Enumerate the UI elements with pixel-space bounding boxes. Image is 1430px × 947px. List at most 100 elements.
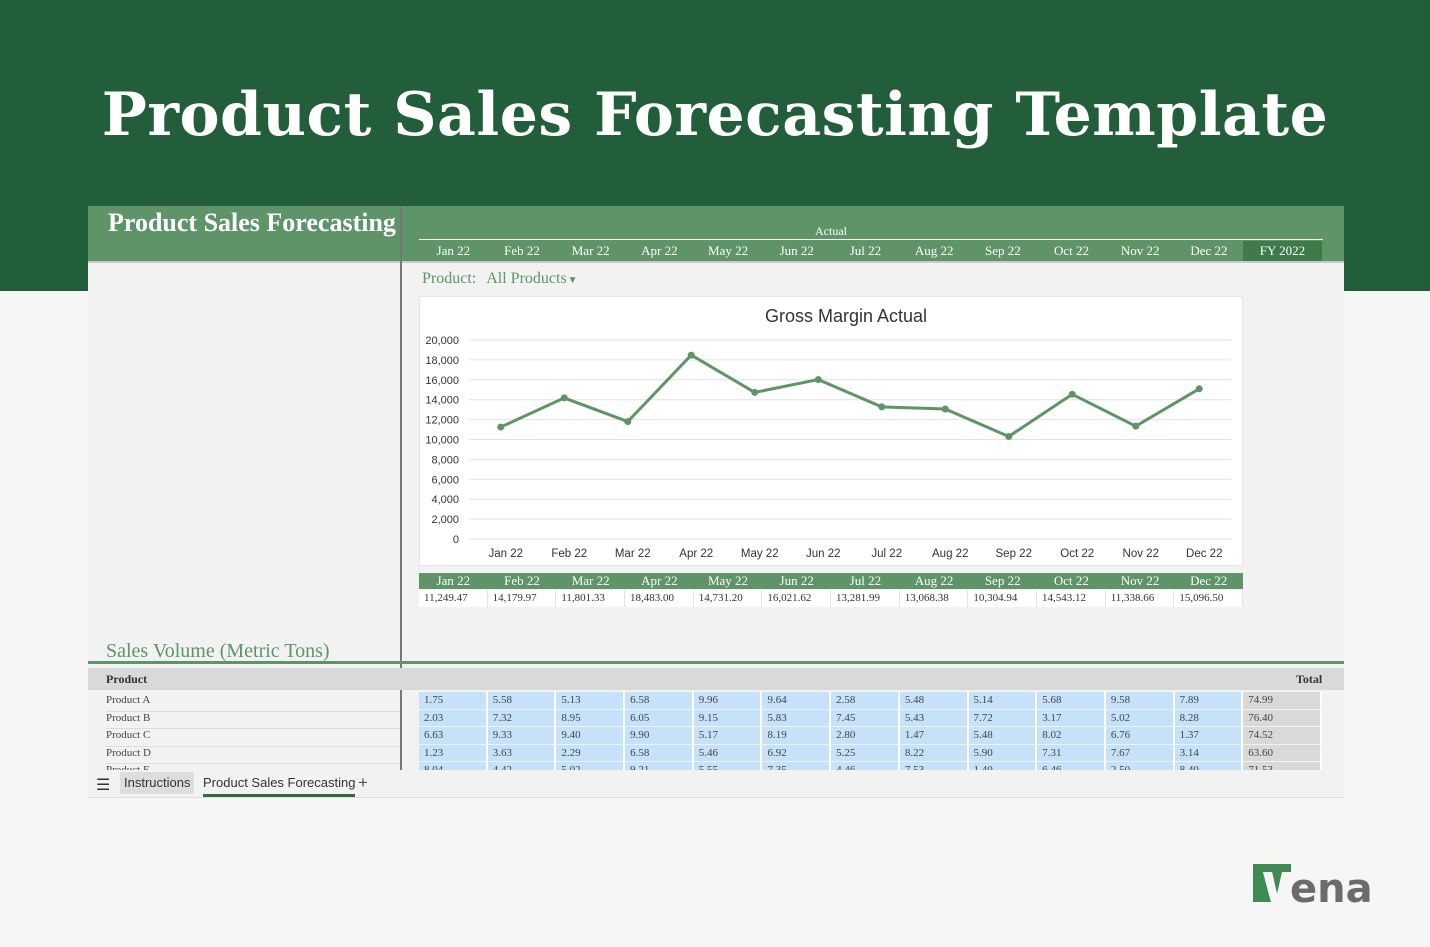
volume-cell[interactable]: 9.96	[693, 692, 763, 709]
x-tick-label: Dec 22	[1186, 548, 1222, 560]
hamburger-icon[interactable]: ☰	[96, 777, 111, 794]
sheet-title: Product Sales Forecasting	[108, 208, 396, 237]
gross-margin-value: 16,021.62	[762, 590, 832, 607]
month-header: Jun 22	[779, 243, 814, 258]
tab-product-sales-forecasting[interactable]: Product Sales Forecasting	[203, 775, 356, 797]
x-tick-label: Oct 22	[1060, 548, 1094, 560]
volume-cell[interactable]: 5.68	[1037, 692, 1106, 709]
volume-cell[interactable]: 6.63	[419, 727, 488, 744]
y-tick-label: 18,000	[425, 355, 459, 367]
gross-margin-value: 11,338.66	[1105, 590, 1175, 607]
volume-cell[interactable]: 3.14	[1174, 744, 1244, 761]
table-header: Product Total	[88, 668, 1344, 690]
chart-month-cell: Oct 22	[1053, 573, 1089, 588]
volume-cell[interactable]: 8.28	[1174, 709, 1244, 726]
chart-month-row: Jan 22 Feb 22 Mar 22 Apr 22 May 22 Jun 22 Jul …	[419, 573, 1243, 589]
y-tick-label: 14,000	[425, 395, 459, 407]
product-name: Product C	[106, 729, 400, 747]
volume-cell[interactable]: 5.46	[693, 744, 763, 761]
volume-cell[interactable]: 5.83	[762, 709, 832, 726]
chart-month-cell: Apr 22	[641, 573, 678, 588]
chart-month-cell: Mar 22	[571, 573, 610, 588]
volume-cell[interactable]: 6.76	[1105, 727, 1175, 744]
gross-margin-value: 13,281.99	[831, 590, 900, 607]
product-filter-dropdown[interactable]: All Products	[486, 270, 567, 287]
volume-cell[interactable]: 7.45	[831, 709, 900, 726]
volume-cell[interactable]: 6.58	[625, 692, 694, 709]
data-point	[814, 376, 822, 384]
volume-cell[interactable]: 7.89	[1174, 692, 1244, 709]
data-point	[687, 351, 695, 359]
row-cells: 6.63 9.33 9.40 9.90 5.17 8.19 2.80 1.47 5.48 8.02…	[419, 727, 1323, 744]
volume-cell[interactable]: 8.22	[899, 744, 969, 761]
volume-cell[interactable]: 6.05	[625, 709, 694, 726]
volume-cell[interactable]: 9.33	[487, 727, 557, 744]
volume-cell[interactable]: 1.47	[899, 727, 969, 744]
data-point	[1132, 422, 1140, 430]
series-line	[500, 353, 1201, 438]
gross-margin-value: 13,068.38	[899, 590, 969, 607]
volume-cell[interactable]: 5.43	[899, 709, 969, 726]
x-tick-label: Jan 22	[488, 548, 523, 560]
volume-cell[interactable]: 6.58	[625, 744, 694, 761]
volume-cell[interactable]: 5.02	[1105, 709, 1175, 726]
volume-cell[interactable]: 1.75	[419, 692, 488, 709]
volume-cell[interactable]: 2.03	[419, 709, 488, 726]
volume-cell[interactable]: 7.32	[487, 709, 557, 726]
volume-cell[interactable]: 1.23	[419, 744, 488, 761]
tab-instructions[interactable]: Instructions	[120, 772, 195, 794]
gross-margin-chart: Gross Margin Actual 0 2,000 4,000 6,000 8,000…	[419, 296, 1243, 566]
volume-cell[interactable]: 2.58	[831, 692, 900, 709]
volume-cell[interactable]: 7.72	[968, 709, 1038, 726]
volume-cell[interactable]: 8.95	[556, 709, 626, 726]
chart-month-cell: Feb 22	[504, 573, 540, 588]
volume-cell[interactable]: 3.63	[487, 744, 557, 761]
caret-down-icon[interactable]: ▼	[567, 275, 578, 286]
table-row: Product D 1.23 3.63 2.29 6.58 5.46 6.92 5.25 8.2…	[88, 744, 1344, 764]
volume-cell[interactable]: 9.90	[625, 727, 694, 744]
volume-cell[interactable]: 5.48	[899, 692, 969, 709]
data-point	[751, 388, 759, 396]
chart-month-cell: Jun 22	[779, 573, 814, 588]
volume-cell[interactable]: 2.29	[556, 744, 626, 761]
volume-cell[interactable]: 8.02	[1037, 727, 1106, 744]
volume-cell[interactable]: 7.67	[1105, 744, 1175, 761]
volume-cell[interactable]: 9.40	[556, 727, 626, 744]
gross-margin-value: 14,179.97	[487, 590, 557, 607]
x-tick-label: Jun 22	[806, 548, 841, 560]
volume-cell[interactable]: 1.37	[1174, 727, 1244, 744]
volume-cell[interactable]: 5.13	[556, 692, 626, 709]
col-total: Total	[1296, 672, 1323, 686]
data-point	[941, 405, 949, 413]
plus-icon[interactable]: +	[358, 773, 368, 792]
volume-cell[interactable]: 3.17	[1037, 709, 1106, 726]
volume-cell[interactable]: 8.19	[762, 727, 832, 744]
x-tick-label: Jul 22	[871, 548, 902, 560]
month-header: Oct 22	[1054, 243, 1090, 258]
month-header: Sep 22	[984, 243, 1021, 258]
page-title: Product Sales Forecasting Template	[101, 80, 1329, 150]
volume-cell[interactable]: 5.58	[487, 692, 557, 709]
volume-cell[interactable]: 2.80	[831, 727, 900, 744]
month-header: Apr 22	[641, 243, 678, 258]
volume-cell[interactable]: 5.17	[693, 727, 763, 744]
volume-cell[interactable]: 9.64	[762, 692, 832, 709]
data-point	[497, 423, 505, 431]
svg-text:ena: ena	[1290, 866, 1373, 906]
volume-cell[interactable]: 7.31	[1037, 744, 1106, 761]
volume-cell[interactable]: 5.48	[968, 727, 1038, 744]
volume-cell[interactable]: 5.25	[831, 744, 900, 761]
x-tick-label: Aug 22	[932, 548, 968, 560]
total-cell: 63.60	[1243, 744, 1323, 761]
volume-cell[interactable]: 5.90	[968, 744, 1038, 761]
volume-cell[interactable]: 9.15	[693, 709, 763, 726]
data-point	[1068, 390, 1076, 398]
volume-cell[interactable]: 5.14	[968, 692, 1038, 709]
product-filter-label: Product:	[422, 270, 477, 287]
volume-cell[interactable]: 6.92	[762, 744, 832, 761]
col-product: Product	[106, 672, 148, 686]
volume-cell[interactable]: 9.58	[1105, 692, 1175, 709]
gross-margin-value: 18,483.00	[625, 590, 694, 607]
data-point	[560, 394, 568, 402]
divider	[88, 661, 1344, 664]
